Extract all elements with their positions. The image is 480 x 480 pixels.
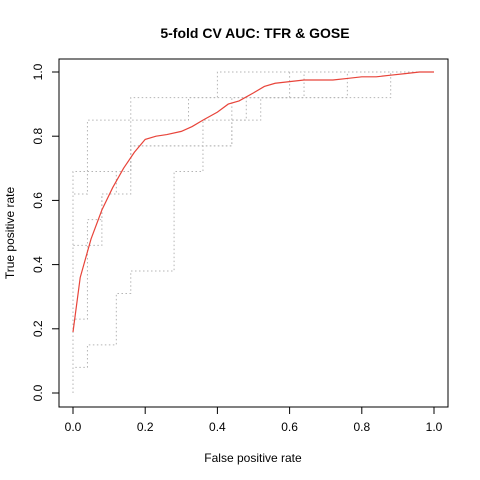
fold-roc-curve-3 <box>72 71 434 393</box>
x-tick-label: 0.2 <box>137 420 154 434</box>
plot-frame <box>58 58 449 408</box>
y-tick-label: 0.8 <box>31 128 45 145</box>
y-axis-label: True positive rate <box>3 187 17 280</box>
x-tick-label: 0.4 <box>209 420 226 434</box>
y-tick-label: 0.6 <box>31 192 45 209</box>
mean-roc-curve <box>72 71 434 333</box>
x-axis-label: False positive rate <box>204 451 302 465</box>
x-tick-label: 0.0 <box>65 420 82 434</box>
x-tick-label: 0.6 <box>281 420 298 434</box>
x-tick-label: 1.0 <box>426 420 443 434</box>
x-tick-label: 0.8 <box>353 420 370 434</box>
chart-title: 5-fold CV AUC: TFR & GOSE <box>160 25 349 41</box>
curves-layer <box>72 71 434 393</box>
fold-roc-curve-5 <box>72 71 434 393</box>
y-axis: 0.0 0.2 0.4 0.6 0.8 1.0 <box>31 63 59 401</box>
y-tick-label: 0.4 <box>31 256 45 273</box>
x-axis: 0.0 0.2 0.4 0.6 0.8 1.0 <box>65 407 443 434</box>
y-tick-label: 1.0 <box>31 63 45 80</box>
y-tick-label: 0.0 <box>31 384 45 401</box>
y-tick-label: 0.2 <box>31 320 45 337</box>
